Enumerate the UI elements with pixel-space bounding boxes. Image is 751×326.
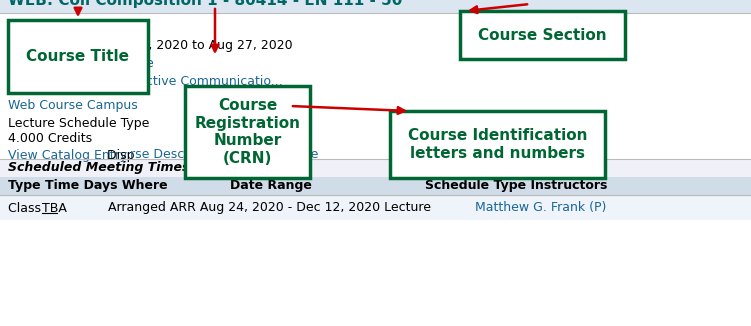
Text: Le: Le <box>8 57 25 70</box>
Bar <box>0 195 751 220</box>
Text: Course Identification
letters and numbers: Course Identification letters and number… <box>408 128 587 161</box>
Text: udies-Division I, Effective Communicatio...: udies-Division I, Effective Communicatio… <box>18 76 282 88</box>
Text: View Catalog Entry: View Catalog Entry <box>8 149 127 161</box>
Bar <box>0 159 751 177</box>
Text: Mar 16, 2020 to Aug 27, 2020: Mar 16, 2020 to Aug 27, 2020 <box>105 39 293 52</box>
Text: Web Course Campus: Web Course Campus <box>8 99 137 112</box>
Bar <box>0 0 751 13</box>
Text: Course
Registration
Number
(CRN): Course Registration Number (CRN) <box>195 98 300 166</box>
Text: At: At <box>8 76 23 88</box>
Text: Fall 2020: Fall 2020 <box>91 22 147 35</box>
Text: Disp: Disp <box>95 149 135 161</box>
Text: Registration Dates:: Registration Dates: <box>8 39 149 52</box>
Text: TBA: TBA <box>42 201 67 215</box>
Text: Course Section: Course Section <box>478 27 607 42</box>
Text: Arranged ARR Aug 24, 2020 - Dec 12, 2020 Lecture: Arranged ARR Aug 24, 2020 - Dec 12, 2020… <box>108 201 431 215</box>
Bar <box>390 111 605 178</box>
Text: Associated Term:: Associated Term: <box>8 22 132 35</box>
Text: rse Desc: rse Desc <box>129 149 184 161</box>
Text: Schedule Type Instructors: Schedule Type Instructors <box>425 180 608 192</box>
Bar <box>0 177 751 195</box>
Text: r This Course: r This Course <box>237 149 318 161</box>
Text: reate, Undergraduate: reate, Undergraduate <box>18 57 153 70</box>
Text: Scheduled Meeting Times: Scheduled Meeting Times <box>8 161 189 174</box>
Bar <box>8 20 148 93</box>
Text: Course Title: Course Title <box>26 49 129 64</box>
Text: WEB: Coll Composition 1 - 80414 - EN 111 - 50: WEB: Coll Composition 1 - 80414 - EN 111… <box>8 0 403 8</box>
Bar <box>185 86 310 178</box>
Text: Class: Class <box>8 201 45 215</box>
Text: Matthew G. Frank (P): Matthew G. Frank (P) <box>475 201 606 215</box>
Text: Date Range: Date Range <box>230 180 312 192</box>
Bar <box>460 11 625 59</box>
Text: Type Time Days Where: Type Time Days Where <box>8 180 167 192</box>
Text: 4.000 Credits: 4.000 Credits <box>8 132 92 145</box>
Text: Lecture Schedule Type: Lecture Schedule Type <box>8 116 149 129</box>
